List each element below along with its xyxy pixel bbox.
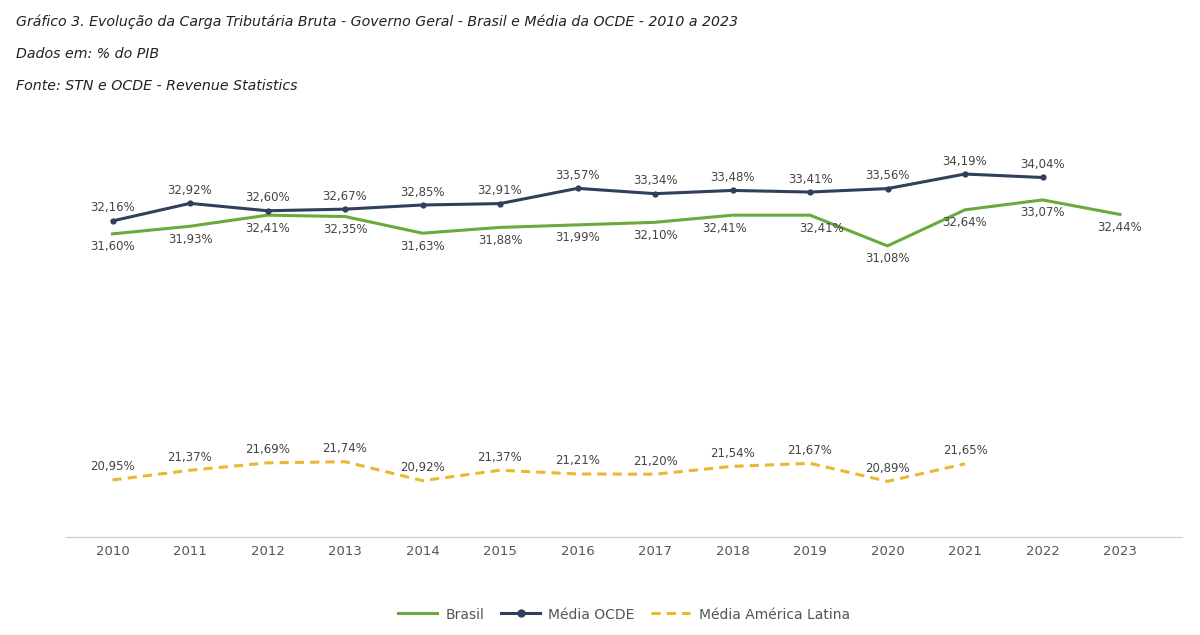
Legend: Brasil, Média OCDE, Média América Latina: Brasil, Média OCDE, Média América Latina — [392, 602, 856, 627]
Text: 32,41%: 32,41% — [799, 222, 844, 234]
Text: 32,41%: 32,41% — [245, 222, 290, 234]
Text: 33,41%: 33,41% — [787, 173, 833, 185]
Text: 34,04%: 34,04% — [1020, 158, 1064, 171]
Text: 32,64%: 32,64% — [943, 217, 988, 229]
Text: 31,93%: 31,93% — [168, 232, 212, 246]
Text: 32,91%: 32,91% — [478, 184, 522, 197]
Text: 20,95%: 20,95% — [90, 460, 134, 474]
Text: 21,74%: 21,74% — [323, 442, 367, 455]
Text: 32,35%: 32,35% — [323, 223, 367, 236]
Text: 20,92%: 20,92% — [400, 461, 445, 474]
Text: 32,41%: 32,41% — [702, 222, 748, 234]
Text: 31,88%: 31,88% — [478, 234, 522, 247]
Text: 32,85%: 32,85% — [401, 185, 445, 199]
Text: 32,92%: 32,92% — [168, 184, 212, 197]
Text: 32,60%: 32,60% — [245, 191, 290, 204]
Text: 21,37%: 21,37% — [168, 451, 212, 464]
Text: 33,48%: 33,48% — [710, 171, 755, 184]
Text: 32,16%: 32,16% — [90, 201, 134, 215]
Text: Fonte: STN e OCDE - Revenue Statistics: Fonte: STN e OCDE - Revenue Statistics — [16, 79, 298, 93]
Text: 21,54%: 21,54% — [710, 447, 755, 460]
Text: 32,10%: 32,10% — [632, 229, 677, 242]
Text: 31,60%: 31,60% — [90, 240, 134, 253]
Text: 21,67%: 21,67% — [787, 444, 833, 457]
Text: 34,19%: 34,19% — [943, 154, 988, 168]
Text: 21,20%: 21,20% — [632, 455, 677, 468]
Text: 33,57%: 33,57% — [556, 169, 600, 182]
Text: 32,44%: 32,44% — [1098, 221, 1142, 234]
Text: 21,65%: 21,65% — [943, 444, 988, 457]
Text: 21,69%: 21,69% — [245, 443, 290, 457]
Text: 33,56%: 33,56% — [865, 169, 910, 182]
Text: 31,08%: 31,08% — [865, 252, 910, 265]
Text: 20,89%: 20,89% — [865, 462, 910, 475]
Text: 31,99%: 31,99% — [556, 231, 600, 244]
Text: 33,34%: 33,34% — [632, 174, 677, 187]
Text: Dados em: % do PIB: Dados em: % do PIB — [16, 47, 158, 61]
Text: 33,07%: 33,07% — [1020, 206, 1064, 219]
Text: 32,67%: 32,67% — [323, 190, 367, 203]
Text: 21,21%: 21,21% — [556, 455, 600, 467]
Text: 21,37%: 21,37% — [478, 451, 522, 464]
Text: 31,63%: 31,63% — [400, 239, 445, 253]
Text: Gráfico 3. Evolução da Carga Tributária Bruta - Governo Geral - Brasil e Média d: Gráfico 3. Evolução da Carga Tributária … — [16, 15, 738, 29]
